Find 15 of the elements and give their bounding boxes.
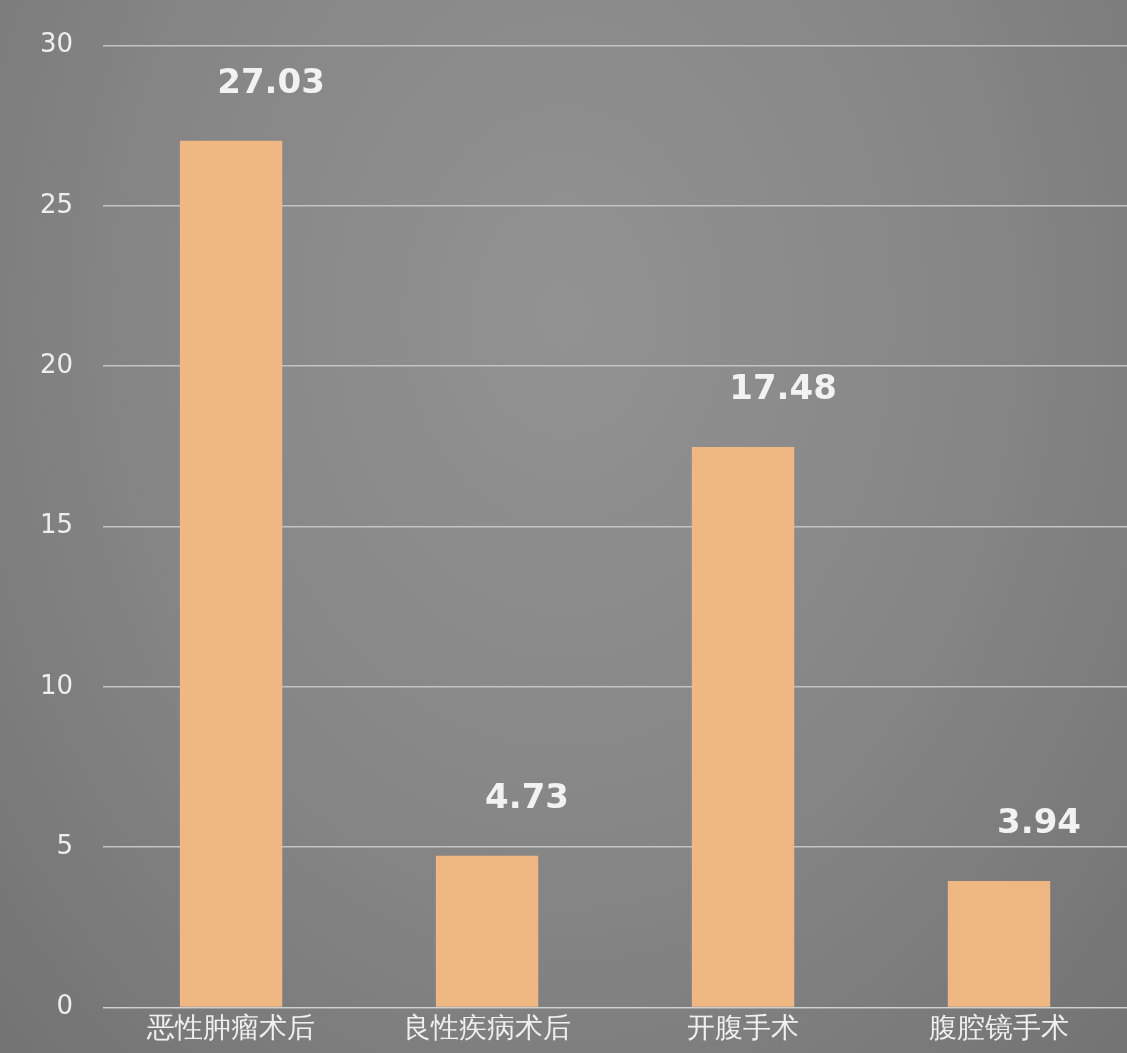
x-tick-label: 腹腔镜手术 <box>929 1011 1070 1045</box>
data-label: 4.73 <box>485 775 569 816</box>
x-tick-label: 良性疾病术后 <box>403 1011 572 1045</box>
data-label: 3.94 <box>997 800 1081 841</box>
y-tick-label: 25 <box>39 188 74 219</box>
y-tick-label: 10 <box>39 669 74 700</box>
x-tick-label: 恶性肿瘤术后 <box>146 1011 316 1045</box>
y-tick-label: 20 <box>39 348 74 379</box>
x-tick-label: 开腹手术 <box>687 1011 800 1045</box>
data-label: 27.03 <box>217 60 325 101</box>
y-tick-label: 15 <box>39 509 74 540</box>
y-tick-label: 0 <box>56 990 74 1021</box>
y-tick-label: 5 <box>56 829 74 860</box>
data-label: 17.48 <box>729 366 837 407</box>
y-tick-label: 30 <box>39 28 74 59</box>
